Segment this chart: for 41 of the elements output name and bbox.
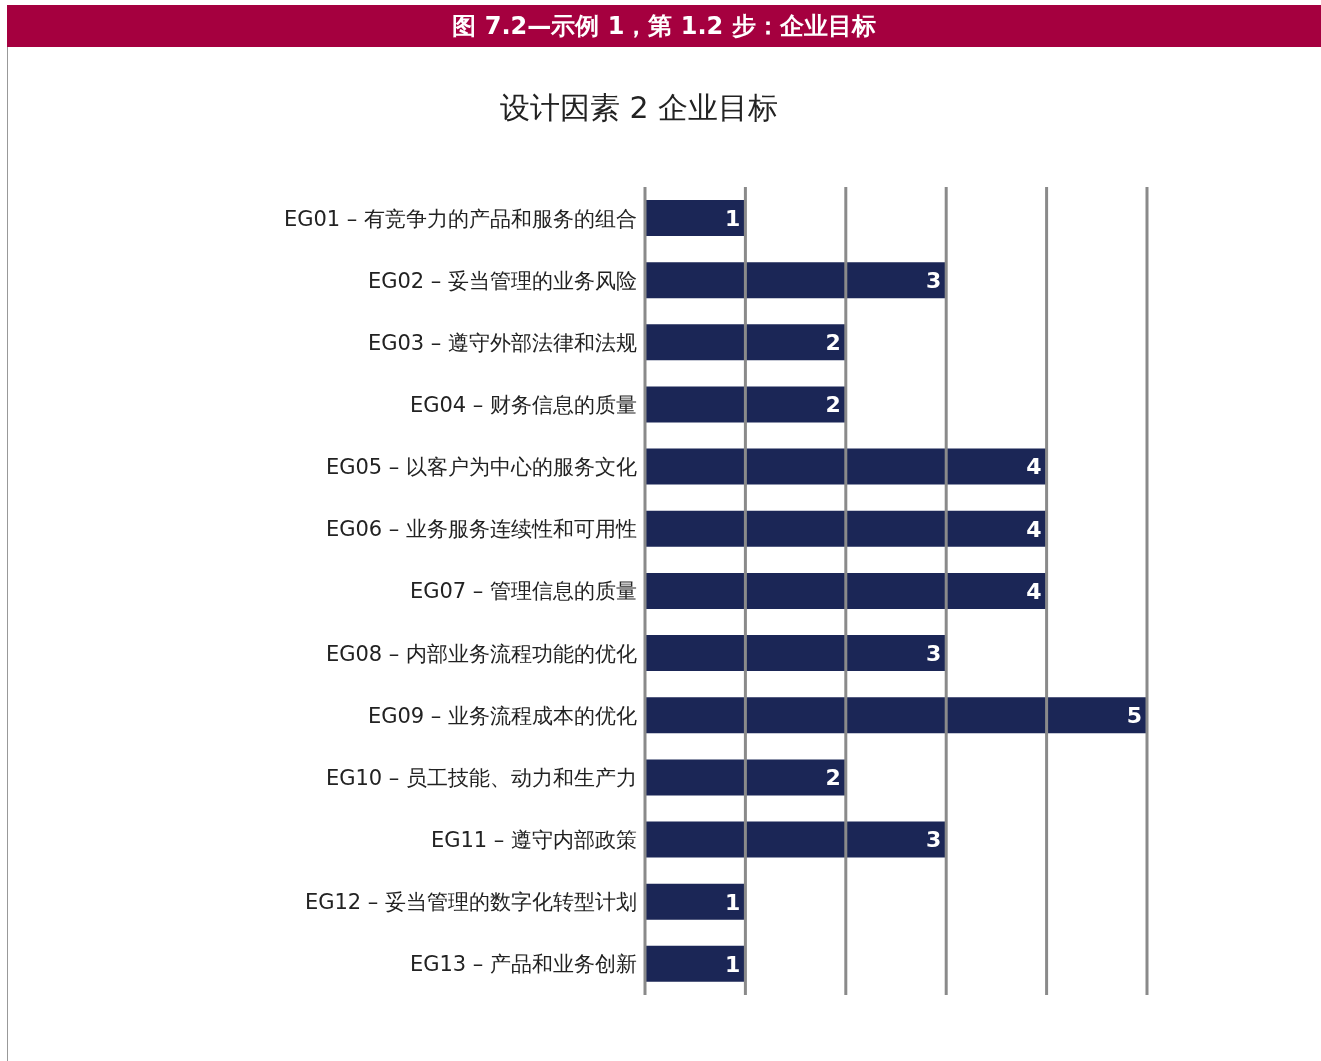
y-tick-label: EG07 – 管理信息的质量 [409,579,637,604]
chart-title: 图 7.2—示例 1，第 1.2 步：企业目标 [452,11,876,42]
y-tick-label: EG09 – 业务流程成本的优化 [367,703,637,728]
data-label: 3 [925,640,942,666]
chart-subtitle: 设计因素 2 企业目标 [499,90,779,125]
data-label: 2 [825,330,841,356]
y-tick-label: EG11 – 遵守内部政策 [430,828,637,853]
data-label: 4 [1026,578,1042,604]
bar [645,324,846,361]
bar [645,635,947,672]
bar [645,262,947,299]
data-label: 1 [725,951,741,977]
y-tick-label: EG06 – 业务服务连续性和可用性 [325,517,637,542]
data-label: 1 [725,205,741,231]
bar [645,821,947,858]
y-tick-label: EG04 – 财务信息的质量 [409,392,637,417]
data-label: 5 [1126,703,1142,729]
bar [645,386,846,423]
data-label: 3 [925,827,942,853]
bar [645,200,746,236]
y-tick-label: EG13 – 产品和业务创新 [409,952,637,977]
data-label: 4 [1026,516,1042,542]
y-tick-label: EG08 – 内部业务流程功能的优化 [325,641,637,666]
y-tick-label: EG10 – 员工技能、动力和生产力 [325,765,637,790]
y-tick-label: EG05 – 以客户为中心的服务文化 [325,455,637,480]
y-tick-label: EG01 – 有竞争力的产品和服务的组合 [283,206,637,231]
bar [645,448,1047,485]
bar [645,945,746,982]
y-tick-label: EG12 – 妥当管理的数字化转型计划 [304,890,637,915]
data-label: 2 [825,765,841,791]
y-tick-label: EG02 – 妥当管理的业务风险 [367,268,637,293]
data-label: 1 [725,889,741,915]
bar [645,883,746,920]
bar [645,697,1147,734]
bar [645,510,1047,547]
bar [645,572,1047,609]
data-label: 3 [925,267,942,293]
data-label: 4 [1026,454,1042,480]
data-label: 2 [825,392,841,418]
bar [645,759,846,796]
y-tick-label: EG03 – 遵守外部法律和法规 [367,330,637,355]
